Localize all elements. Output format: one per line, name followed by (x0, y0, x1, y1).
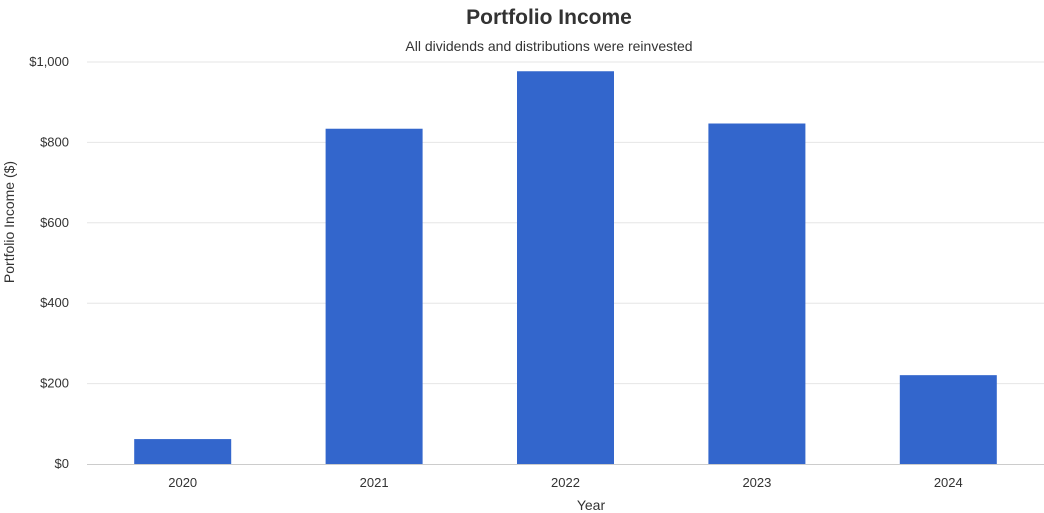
y-tick-labels: $0 $200 $400 $600 $800 $1,000 (29, 54, 69, 471)
x-tick-label: 2020 (168, 475, 197, 490)
y-tick-label: $400 (40, 295, 69, 310)
bar-2024[interactable] (899, 375, 997, 464)
x-axis-title: Year (577, 497, 606, 513)
bar-2021[interactable] (325, 128, 423, 464)
chart-title: Portfolio Income (466, 6, 632, 29)
chart-subtitle: All dividends and distributions were rei… (405, 38, 693, 54)
x-tick-label: 2021 (360, 475, 389, 490)
bar-2022[interactable] (517, 71, 614, 464)
y-tick-label: $200 (40, 376, 69, 391)
y-tick-label: $1,000 (29, 54, 69, 69)
x-tick-label: 2023 (742, 475, 771, 490)
x-tick-labels: 2020 2021 2022 2023 2024 (168, 475, 963, 490)
x-tick-label: 2022 (551, 475, 580, 490)
x-tick-label: 2024 (934, 475, 963, 490)
y-axis-title: Portfolio Income ($) (1, 161, 17, 283)
y-tick-label: $600 (40, 215, 69, 230)
bar-2023[interactable] (708, 123, 806, 465)
bar-2020[interactable] (134, 439, 232, 464)
y-tick-label: $0 (55, 456, 69, 471)
bars (134, 71, 997, 465)
y-tick-label: $800 (40, 134, 69, 149)
